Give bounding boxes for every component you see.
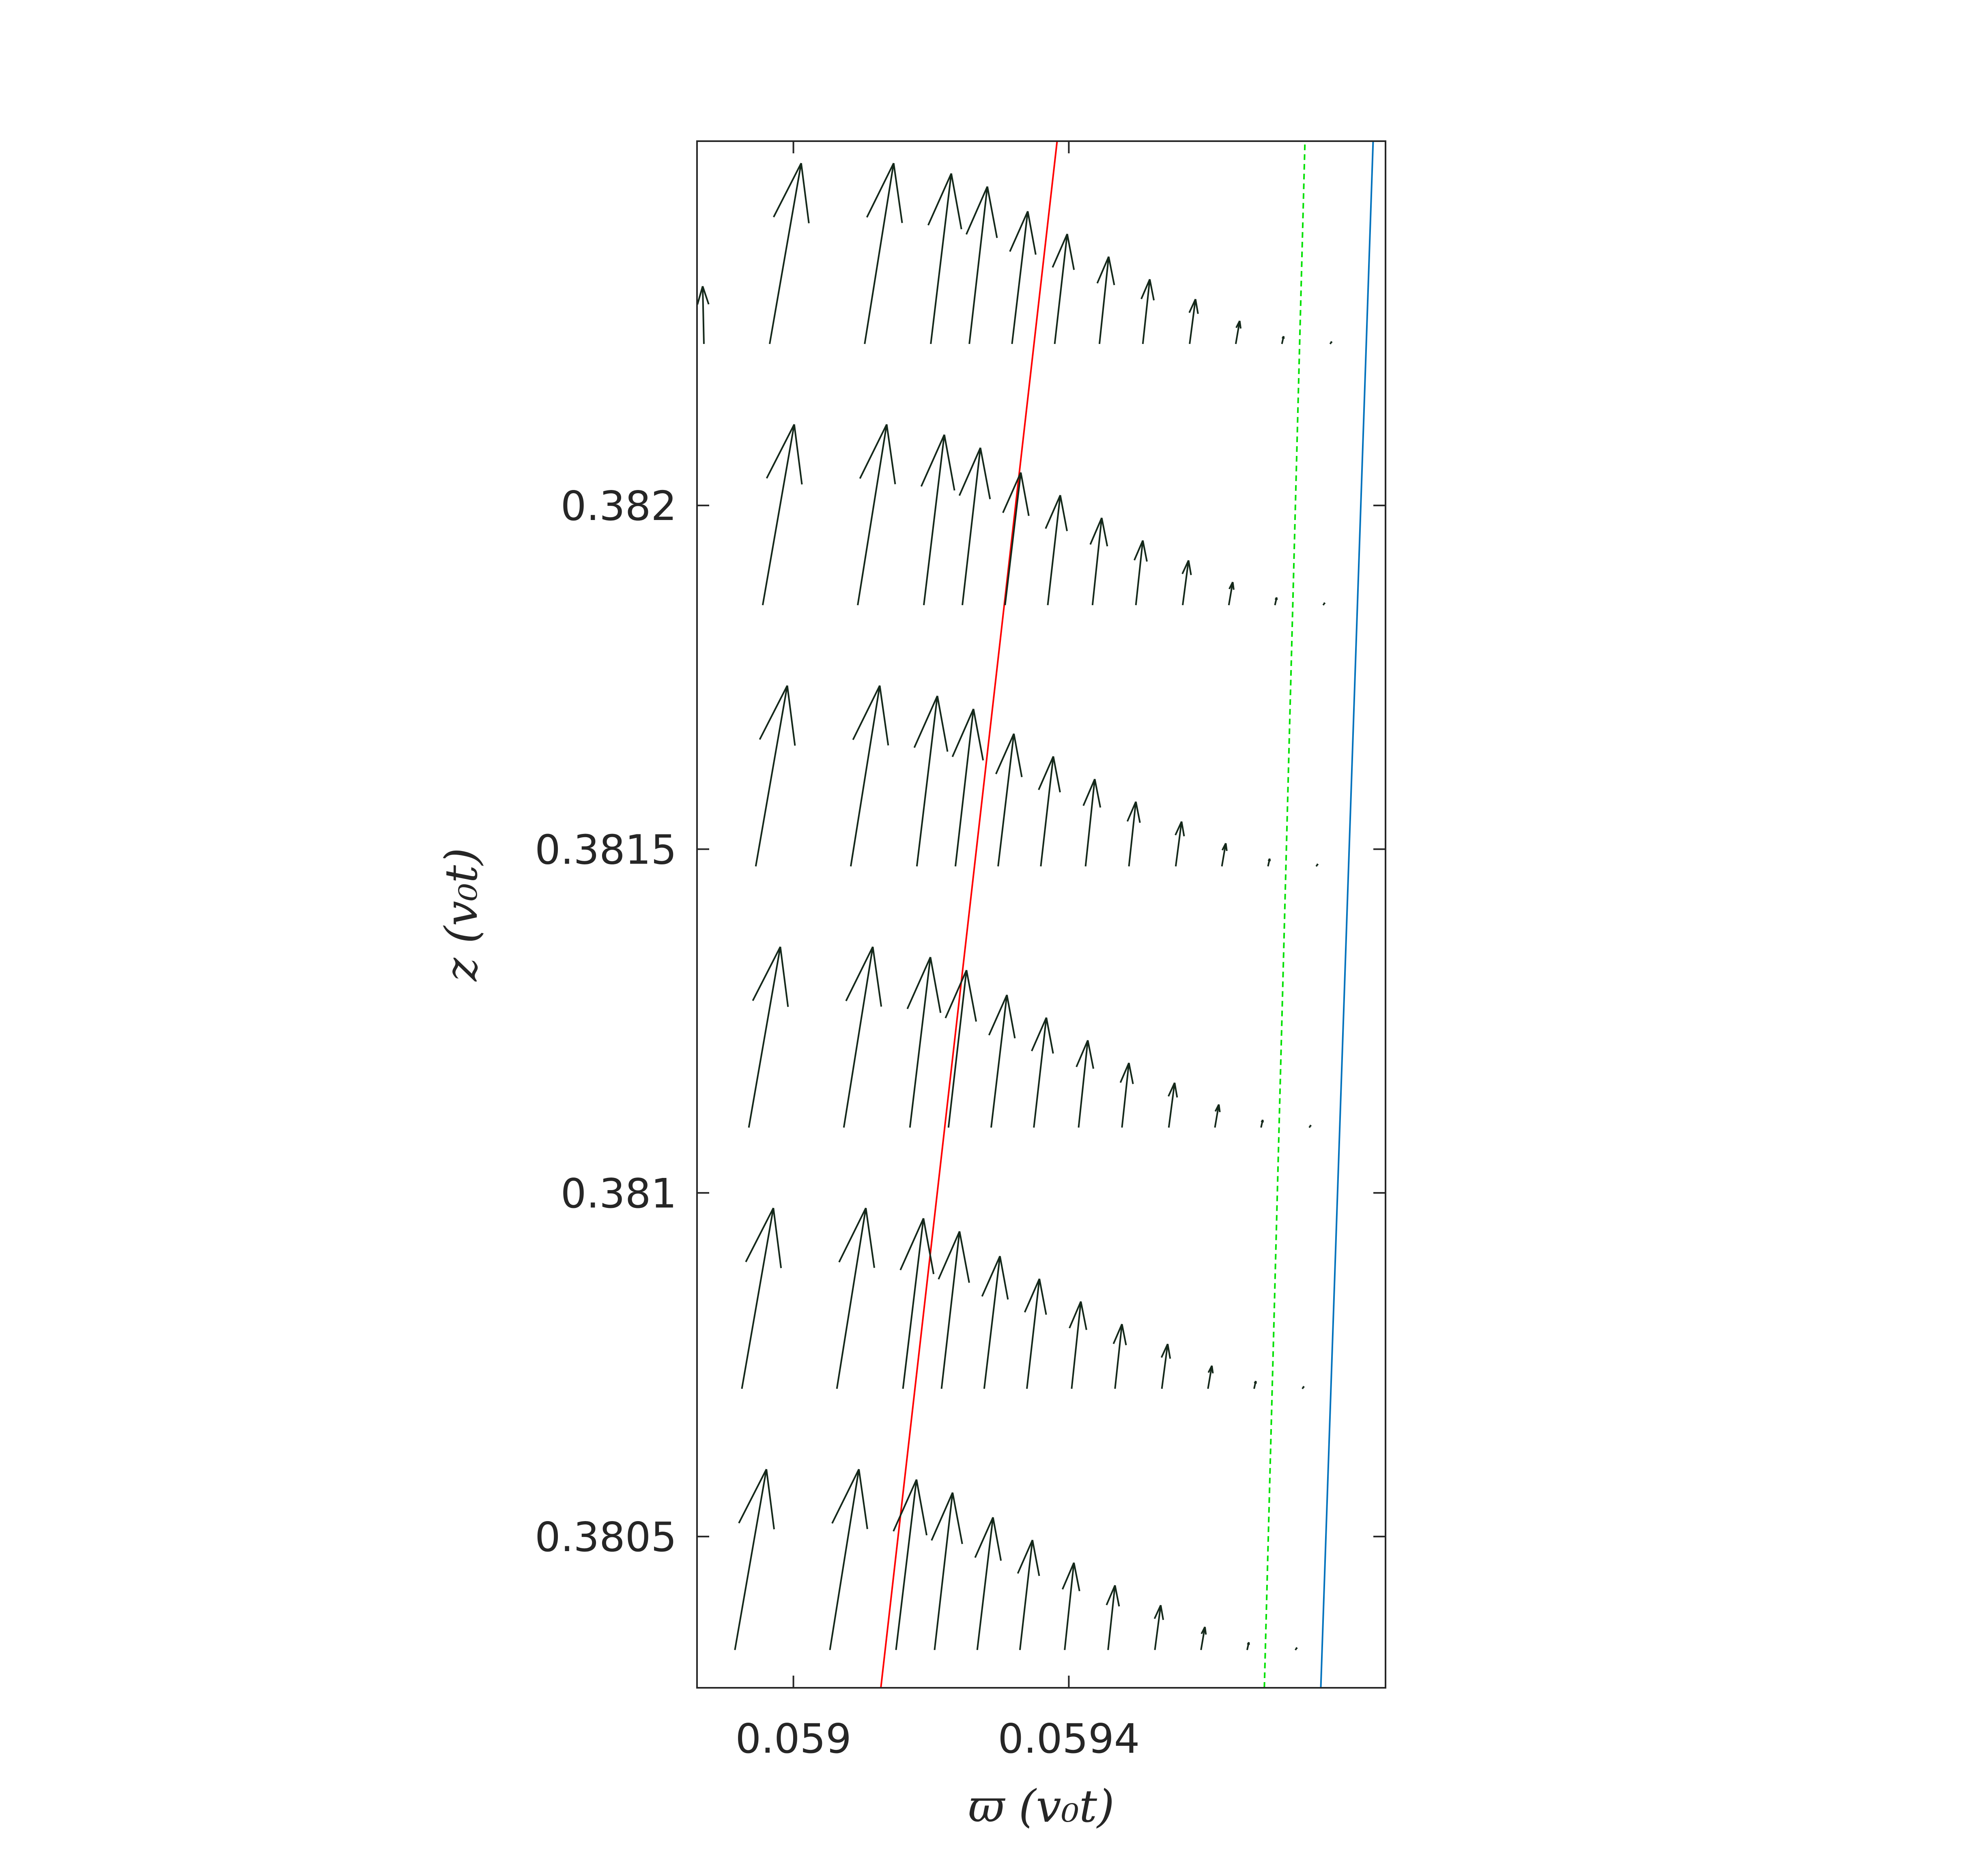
boundary-line-2 — [1263, 141, 1306, 1688]
arrow-r2-c6 — [1076, 1040, 1094, 1128]
arrow-r5-c1 — [864, 163, 903, 344]
arrow-r0-c1 — [829, 1469, 868, 1650]
arrow-r4-c1 — [857, 424, 896, 606]
arrow-r3-c4 — [995, 733, 1023, 867]
arrow-r3-c6 — [1082, 778, 1102, 867]
arrow-r1-c5 — [1024, 1278, 1047, 1389]
arrow-r1-c10 — [1253, 1380, 1257, 1389]
arrow-r5-c10 — [1281, 335, 1285, 344]
arrow-r3-c2 — [913, 695, 949, 867]
arrow-r2-c4 — [988, 994, 1016, 1128]
arrow-r1-c0 — [741, 1208, 782, 1389]
arrow-r1-c2 — [899, 1218, 935, 1389]
boundary-line-1 — [880, 141, 1058, 1688]
arrow-r5-c3 — [965, 186, 998, 344]
arrow-r0-c9 — [1200, 1626, 1207, 1650]
arrow-r4-c6 — [1089, 517, 1108, 606]
arrow-r5-c9 — [1235, 320, 1242, 344]
arrow-r4-c8 — [1181, 560, 1192, 606]
axes — [696, 140, 1386, 1689]
arrow-r5-c2 — [927, 173, 962, 344]
arrow-r2-c11 — [1308, 1124, 1312, 1128]
arrow-r5-c7 — [1140, 279, 1155, 344]
arrow-r0-c10 — [1246, 1642, 1250, 1650]
arrow-r2-c0 — [748, 946, 789, 1128]
plot-frame — [696, 140, 1386, 1689]
arrow-r5-c8 — [1188, 299, 1199, 344]
arrow-r3-c10 — [1267, 858, 1271, 867]
arrow-left-edge — [697, 286, 710, 344]
boundary-lines — [880, 141, 1374, 1688]
arrow-r2-c5 — [1031, 1017, 1054, 1128]
arrow-r0-c8 — [1153, 1605, 1164, 1650]
arrow-r2-c7 — [1119, 1062, 1134, 1128]
arrow-r3-c0 — [755, 685, 796, 867]
arrow-r4-c2 — [920, 434, 955, 606]
arrow-r2-c10 — [1260, 1119, 1264, 1128]
arrow-r4-c10 — [1274, 597, 1278, 606]
x-tick-label: 0.0594 — [998, 1715, 1140, 1762]
arrow-r5-c11 — [1329, 341, 1333, 345]
arrow-r2-c8 — [1168, 1082, 1178, 1128]
arrow-r0-c7 — [1106, 1585, 1120, 1650]
y-tick-label: 0.3815 — [535, 826, 677, 874]
arrow-r1-c8 — [1160, 1343, 1171, 1389]
arrow-r0-c3 — [931, 1492, 963, 1650]
arrow-r4-c7 — [1134, 540, 1148, 606]
arrow-r3-c5 — [1038, 756, 1061, 867]
x-tick-label: 0.059 — [735, 1715, 851, 1762]
y-tick-label: 0.382 — [561, 482, 677, 530]
arrow-r2-c9 — [1214, 1104, 1221, 1128]
arrow-r1-c9 — [1207, 1365, 1214, 1389]
arrow-r3-c8 — [1175, 821, 1185, 867]
arrow-r5-c5 — [1052, 233, 1075, 344]
arrow-r3-c9 — [1221, 843, 1228, 867]
arrow-r3-c1 — [850, 685, 889, 867]
boundary-line-3 — [1320, 141, 1374, 1688]
arrow-r1-c11 — [1302, 1386, 1305, 1389]
velocity-arrows — [697, 163, 1333, 1650]
arrow-r2-c3 — [945, 969, 977, 1128]
y-tick-label: 0.3805 — [535, 1513, 677, 1561]
arrow-r4-c11 — [1322, 602, 1326, 606]
arrow-r1-c7 — [1112, 1324, 1127, 1389]
arrow-r4-c3 — [958, 447, 991, 606]
arrow-r3-c7 — [1126, 801, 1141, 867]
arrow-r1-c4 — [981, 1255, 1009, 1389]
arrow-r0-c11 — [1295, 1647, 1298, 1650]
arrow-r2-c1 — [843, 946, 882, 1128]
arrow-r0-c0 — [734, 1469, 775, 1650]
arrow-r3-c3 — [951, 708, 984, 867]
arrow-r3-c11 — [1315, 863, 1319, 867]
arrow-r0-c2 — [893, 1479, 928, 1650]
arrow-r5-c6 — [1096, 256, 1115, 344]
arrow-r1-c1 — [836, 1208, 876, 1389]
x-axis-title: ϖ (v₀t) — [968, 1780, 1114, 1832]
arrow-r4-c0 — [762, 424, 803, 606]
ticks: 0.059 0.0594 0.3805 0.381 0.3815 0.382 — [535, 141, 1386, 1762]
arrow-r5-c0 — [769, 163, 810, 344]
arrow-r2-c2 — [906, 956, 942, 1128]
arrow-r5-c4 — [1009, 211, 1037, 344]
arrow-r1-c3 — [938, 1231, 970, 1389]
arrow-r0-c6 — [1061, 1562, 1080, 1650]
arrow-r4-c9 — [1228, 582, 1235, 606]
y-tick-label: 0.381 — [561, 1170, 677, 1217]
arrow-r1-c6 — [1069, 1301, 1087, 1389]
arrow-r0-c5 — [1017, 1539, 1040, 1650]
arrow-r4-c5 — [1045, 494, 1068, 606]
arrow-r4-c4 — [1002, 472, 1030, 606]
y-axis-title: z (v₀t) — [435, 848, 487, 982]
arrow-r0-c4 — [974, 1517, 1002, 1650]
